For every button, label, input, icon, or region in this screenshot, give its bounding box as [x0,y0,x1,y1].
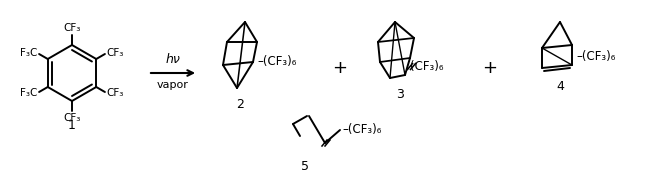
Text: 3: 3 [396,88,404,101]
Text: F₃C: F₃C [20,48,37,58]
Text: CF₃: CF₃ [107,88,124,98]
Text: vapor: vapor [157,80,189,90]
Text: CF₃: CF₃ [64,113,81,123]
Text: –(CF₃)₆: –(CF₃)₆ [257,55,296,68]
Text: (CF₃)₆: (CF₃)₆ [410,60,443,73]
Text: –(CF₃)₆: –(CF₃)₆ [576,50,616,63]
Text: CF₃: CF₃ [64,23,81,33]
Text: 4: 4 [556,80,564,93]
Text: F₃C: F₃C [20,88,37,98]
Text: 2: 2 [236,98,244,111]
Text: +: + [483,59,498,77]
Text: 1: 1 [68,119,76,132]
Text: –(CF₃)₆: –(CF₃)₆ [342,124,381,136]
Text: +: + [333,59,348,77]
Text: CF₃: CF₃ [107,48,124,58]
Text: 5: 5 [301,160,309,173]
Text: hν: hν [166,53,180,66]
